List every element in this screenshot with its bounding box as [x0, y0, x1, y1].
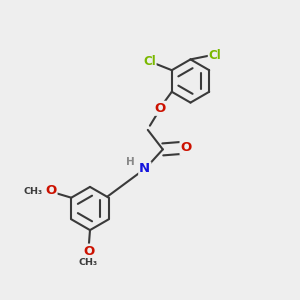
Text: N: N	[139, 162, 150, 176]
Text: O: O	[181, 141, 192, 154]
Text: O: O	[45, 184, 56, 197]
Text: Cl: Cl	[209, 49, 221, 62]
Text: O: O	[83, 244, 94, 258]
Text: O: O	[155, 102, 166, 115]
Text: H: H	[126, 157, 135, 167]
Text: CH₃: CH₃	[79, 258, 98, 267]
Text: CH₃: CH₃	[24, 188, 43, 196]
Text: Cl: Cl	[143, 55, 156, 68]
